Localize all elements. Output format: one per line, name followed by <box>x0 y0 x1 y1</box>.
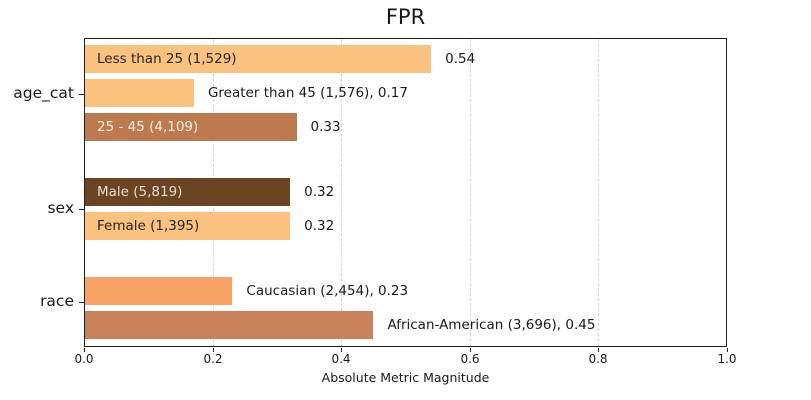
gridline-0-6 <box>469 39 471 346</box>
bar-label: Less than 25 (1,529) <box>97 51 237 67</box>
chart-title: FPR <box>385 5 426 29</box>
bar-value-label: African-American (3,696), 0.45 <box>387 317 596 333</box>
plot-area: Less than 25 (1,529) 0.54 Greater than 4… <box>84 38 727 347</box>
y-axis-label-sex: sex <box>47 199 74 217</box>
x-tick-label: 0.4 <box>331 352 351 366</box>
x-tick-label: 0.8 <box>588 352 608 366</box>
bar-female: Female (1,395) <box>85 212 291 240</box>
bar-value-label: 0.54 <box>445 51 476 67</box>
x-tick <box>727 348 728 352</box>
bar-label: 25 - 45 (4,109) <box>97 119 199 135</box>
y-tick-race <box>79 302 84 303</box>
bar-male: Male (5,819) <box>85 178 291 206</box>
bar-label: Female (1,395) <box>97 218 200 234</box>
bar-greater-than-45 <box>85 79 194 107</box>
y-axis-label-race: race <box>40 292 74 310</box>
x-tick <box>341 348 342 352</box>
x-axis-title: Absolute Metric Magnitude <box>321 370 490 385</box>
bar-caucasian <box>85 277 233 305</box>
bar-value-label: 0.32 <box>304 184 335 200</box>
bar-row: 25 - 45 (4,109) 0.33 <box>85 113 726 141</box>
x-tick-label: 0.0 <box>74 352 94 366</box>
bar-25-45: 25 - 45 (4,109) <box>85 113 297 141</box>
x-tick <box>213 348 214 352</box>
x-tick <box>84 348 85 352</box>
bar-row: Female (1,395) 0.32 <box>85 212 726 240</box>
bar-african-american <box>85 311 374 339</box>
bar-value-label: Caucasian (2,454), 0.23 <box>246 283 409 299</box>
bar-row: African-American (3,696), 0.45 <box>85 311 726 339</box>
y-tick-age-cat <box>79 94 84 95</box>
bar-less-than-25: Less than 25 (1,529) <box>85 45 432 73</box>
bar-row: Less than 25 (1,529) 0.54 <box>85 45 726 73</box>
y-tick-sex <box>79 209 84 210</box>
bar-row: Caucasian (2,454), 0.23 <box>85 277 726 305</box>
y-axis-label-age-cat: age_cat <box>13 84 74 102</box>
bar-row: Greater than 45 (1,576), 0.17 <box>85 79 726 107</box>
bar-value-label: 0.32 <box>304 218 335 234</box>
x-tick <box>470 348 471 352</box>
x-tick-label: 1.0 <box>717 352 737 366</box>
bar-value-label: 0.33 <box>310 119 341 135</box>
gridline-0-8 <box>597 39 599 346</box>
x-tick-label: 0.2 <box>203 352 223 366</box>
bar-value-label: Greater than 45 (1,576), 0.17 <box>207 85 408 101</box>
x-tick <box>598 348 599 352</box>
gridline-0-4 <box>341 39 343 346</box>
bar-label: Male (5,819) <box>97 184 183 200</box>
bar-row: Male (5,819) 0.32 <box>85 178 726 206</box>
x-tick-label: 0.6 <box>460 352 480 366</box>
